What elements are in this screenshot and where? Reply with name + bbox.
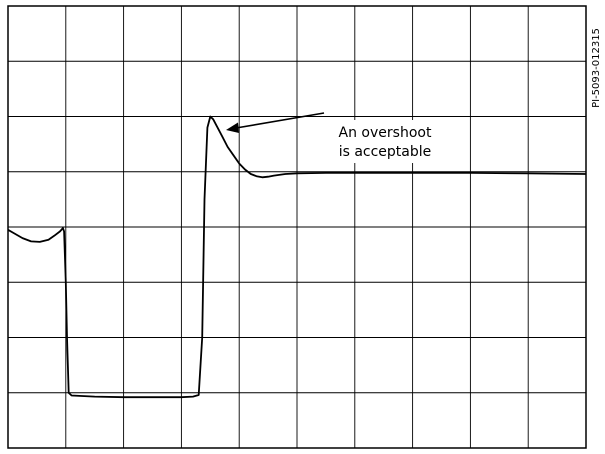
figure-id-label: PI-5093-012315 <box>591 28 602 108</box>
signal-trace-1 <box>7 115 587 399</box>
signal-traces <box>7 115 587 399</box>
overshoot-annotation: An overshoot is acceptable <box>226 112 447 163</box>
annotation-line-1: An overshoot <box>339 125 432 141</box>
annotation-box <box>327 120 447 163</box>
annotation-line-2: is acceptable <box>339 144 432 160</box>
plot-grid <box>8 6 586 448</box>
annotation-arrow-head <box>226 122 239 133</box>
annotation-arrow-line <box>235 112 325 129</box>
